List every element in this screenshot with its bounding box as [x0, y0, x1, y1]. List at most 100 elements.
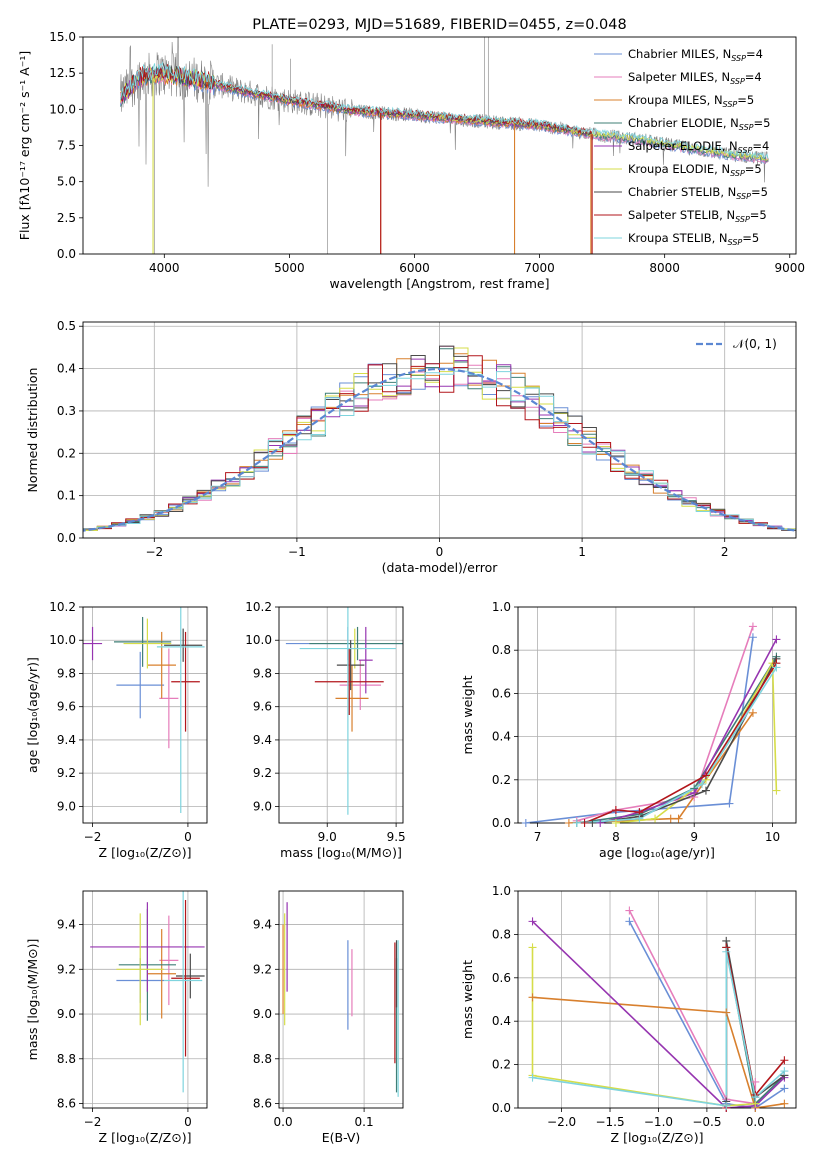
mass-weight-point-7: [588, 819, 597, 827]
mass-weight-point-5: [690, 788, 699, 797]
y-axis-label: mass weight: [460, 675, 475, 754]
mass-weight-point-9: [698, 780, 707, 789]
y-tick-label: 0.0: [492, 1101, 511, 1115]
x-tick-label: 9.5: [387, 830, 406, 844]
mass-weight-point-2: [748, 622, 757, 631]
x-axis-label: Z [log₁₀(Z/Z⊙)]: [611, 1130, 704, 1145]
x-tick-label: 9000: [774, 261, 805, 275]
x-tick-label: −1.5: [595, 1115, 624, 1129]
y-axis-label: Normed distribution: [25, 368, 40, 493]
mass-weight-line-2: [576, 626, 754, 822]
mass-weight-point-5: [596, 819, 605, 827]
y-tick-label: 0.0: [57, 247, 76, 261]
x-tick-label: 1: [578, 545, 586, 559]
plot-area: [282, 902, 399, 1097]
y-tick-label: 9.2: [253, 962, 272, 976]
y-tick-label: 9.4: [253, 733, 272, 747]
mass-weight-point-2: [625, 906, 634, 915]
y-tick-label: 0.8: [492, 643, 511, 657]
mass-weight-line-9: [576, 667, 778, 823]
mass-weight-point-6: [611, 819, 620, 827]
y-tick-label: 9.4: [57, 918, 76, 932]
mass-weight-point-7: [701, 786, 710, 795]
y-tick-label: 0.2: [57, 446, 76, 460]
legend-suffix: =5: [742, 231, 759, 245]
legend-suffix: =5: [750, 208, 767, 222]
panel-2: −2 0 9.0 9.2 9.4 9.6 9.8 10.0 10.2 Z [log₁₀(Z/Z⊙)…: [25, 600, 208, 860]
mass-weight-point-9: [722, 1101, 731, 1110]
legend-subscript: SSP: [738, 146, 753, 155]
legend-suffix: =5: [754, 116, 771, 130]
mass-weight-point-6: [772, 786, 781, 795]
legend-name: Kroupa STELIB, N: [628, 231, 728, 245]
x-tick-label: −2: [84, 830, 102, 844]
y-tick-label: 0.0: [492, 816, 511, 830]
y-tick-label: 1.0: [492, 600, 511, 614]
legend-name: Kroupa MILES, N: [628, 93, 723, 107]
mass-weight-point-8: [580, 819, 589, 827]
legend-name: Salpeter STELIB, N: [628, 208, 735, 222]
mass-weight-point-3: [528, 993, 537, 1002]
x-tick-label: 7000: [524, 261, 555, 275]
legend-subscript: SSP: [730, 77, 745, 86]
y-tick-label: 0.0: [57, 531, 76, 545]
mass-weight-point-2: [751, 1077, 760, 1086]
y-tick-label: 0.2: [492, 1058, 511, 1072]
mass-weight-line-1: [525, 637, 754, 823]
axes-frame: [82, 606, 208, 824]
y-tick-label: 9.8: [57, 666, 76, 680]
y-tick-label: 9.2: [57, 962, 76, 976]
y-axis-label: age [log₁₀(age/yr)]: [25, 657, 40, 773]
plot-area: [285, 607, 403, 815]
y-tick-label: 8.8: [57, 1052, 76, 1066]
x-axis-label: age [log₁₀(age/yr)]: [599, 845, 715, 860]
x-tick-label: 6000: [399, 261, 430, 275]
x-axis-label: Z [log₁₀(Z/Z⊙)]: [99, 845, 192, 860]
x-tick-label: 10: [765, 830, 780, 844]
mass-weight-point-1: [725, 799, 734, 808]
mass-weight-point-9: [572, 819, 581, 827]
mass-weight-line-6: [531, 947, 756, 1107]
y-tick-label: 10.0: [49, 102, 76, 116]
mass-weight-line-3: [532, 996, 785, 1108]
axes-frame: [517, 606, 797, 824]
y-tick-label: 8.6: [253, 1097, 272, 1111]
panel-3: 9.0 9.5 9.0 9.2 9.4 9.6 9.8 10.0 10.2 mass [log₁₀…: [245, 600, 406, 860]
legend-label-8: Salpeter STELIB, NSSP=5: [628, 208, 767, 224]
axes-frame: [82, 321, 797, 539]
axes-frame: [82, 890, 208, 1109]
plot-area: [525, 626, 778, 823]
x-axis-label: (data-model)/error: [382, 560, 499, 575]
x-tick-label: 9.0: [318, 830, 337, 844]
y-tick-label: 1.0: [492, 884, 511, 898]
x-tick-label: 5000: [274, 261, 305, 275]
legend-subscript: SSP: [739, 123, 754, 132]
y-tick-label: 9.0: [57, 799, 76, 813]
legend-label-4: Chabrier ELODIE, NSSP=5: [628, 116, 770, 132]
x-tick-label: 0: [436, 545, 444, 559]
x-tick-label: 2: [721, 545, 729, 559]
model-spectrum-9: [120, 61, 769, 160]
x-tick-label: −2: [145, 545, 163, 559]
mass-weight-point-9: [722, 947, 731, 956]
y-tick-label: 8.6: [57, 1097, 76, 1111]
y-tick-label: 12.5: [49, 66, 76, 80]
chart-title: PLATE=0293, MJD=51689, FIBERID=0455, z=0…: [252, 17, 626, 33]
mass-weight-line-1: [628, 921, 785, 1108]
legend-subscript: SSP: [728, 238, 743, 247]
axes-frame: [82, 36, 797, 255]
y-tick-label: 5.0: [57, 175, 76, 189]
model-spectrum-8: [120, 64, 593, 135]
panel-5: −2 0 8.6 8.8 9.0 9.2 9.4 Z [log₁₀(Z/Z⊙)] mass [l…: [25, 890, 208, 1145]
legend-subscript: SSP: [730, 169, 745, 178]
legend-label-5: Salpeter ELODIE, NSSP=4: [628, 139, 769, 155]
y-tick-label: 0.6: [492, 971, 511, 985]
legend-label-1: Chabrier MILES, NSSP=4: [628, 47, 763, 63]
y-tick-label: 0.4: [492, 730, 511, 744]
mass-weight-point-8: [701, 771, 710, 780]
panel-4: 7 8 9 10 0.0 0.2 0.4 0.6 0.8 1.0 age [log₁₀(age/yr…: [460, 600, 797, 860]
x-axis-label: Z [log₁₀(Z/Z⊙)]: [99, 1130, 192, 1145]
residual-hist-7: [83, 345, 796, 533]
panel-0: 4000 5000 6000 7000 8000 9000 0.0 2.5 5.0 7.5 10.0…: [17, 17, 805, 291]
